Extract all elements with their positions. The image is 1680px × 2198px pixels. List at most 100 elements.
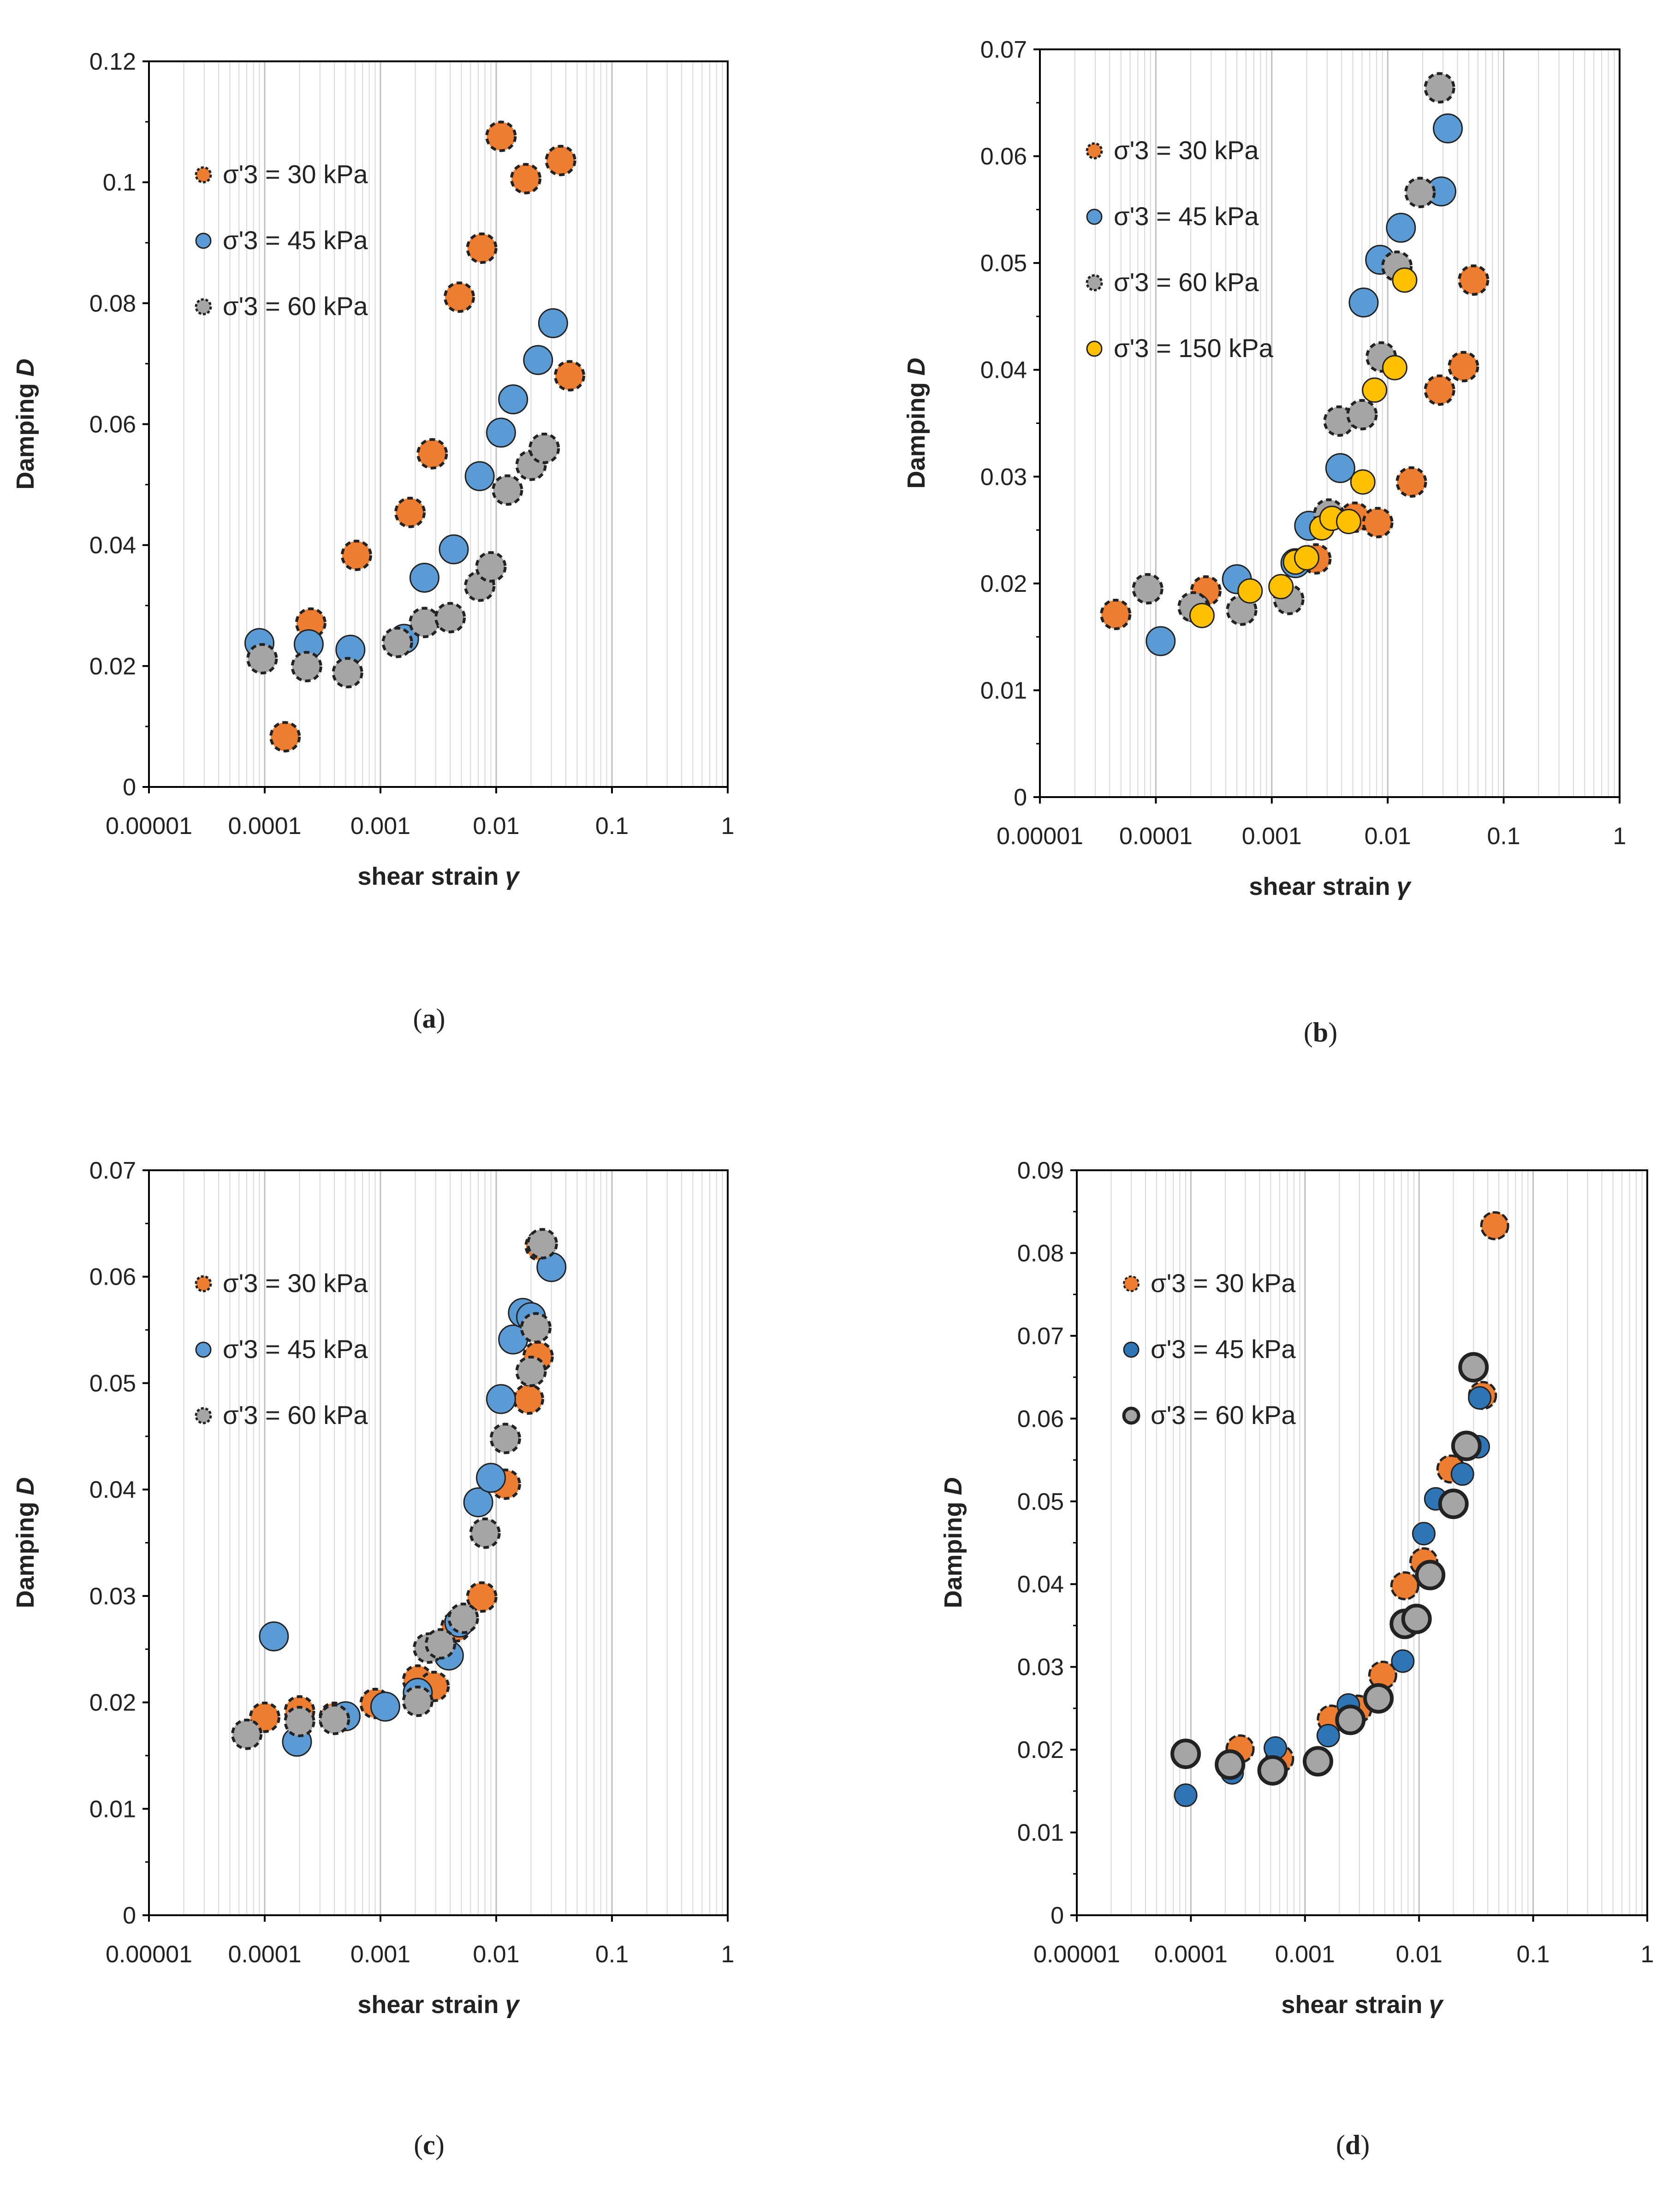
y-axis-label-symbol: D — [939, 1477, 967, 1495]
series-3 — [1170, 1352, 1489, 1786]
legend-label: σ'3 = 45 kPa — [1151, 1334, 1296, 1364]
y-tick-label: 0 — [123, 1902, 136, 1929]
data-point — [1215, 1749, 1246, 1780]
data-point — [1316, 1724, 1340, 1748]
y-tick-label: 0.01 — [89, 1796, 136, 1823]
plot-area — [1077, 1170, 1647, 1915]
data-point — [1362, 377, 1388, 403]
gridlines — [183, 1170, 723, 1915]
y-tick-label: 0.1 — [103, 169, 136, 196]
data-point — [466, 232, 498, 264]
y-axis-label-symbol: D — [902, 357, 930, 375]
y-axis-label-symbol: D — [12, 358, 39, 376]
panel-label-open: ( — [413, 1003, 422, 1034]
x-tick-label: 0.0001 — [228, 1941, 301, 1968]
x-axis-label-text: shear strain — [357, 1991, 499, 2019]
data-point — [1415, 1560, 1446, 1590]
y-tick-label: 0.09 — [1017, 1157, 1064, 1184]
legend-marker — [1122, 1406, 1140, 1425]
y-axis-label-text: Damping — [939, 1501, 967, 1608]
data-point — [1451, 1430, 1482, 1461]
data-point — [466, 1581, 498, 1613]
y-tick-label: 0.05 — [1017, 1489, 1064, 1515]
y-tick-label: 0.05 — [980, 250, 1027, 277]
data-point — [463, 1487, 493, 1518]
y-axis-label-text: Damping — [12, 383, 39, 489]
panel-label-close: ) — [436, 1003, 445, 1034]
data-point — [1363, 1683, 1394, 1714]
legend-marker — [195, 166, 212, 184]
y-tick-label: 0.02 — [980, 571, 1027, 597]
data-point — [1391, 1649, 1415, 1673]
panel-label-close: ) — [1328, 1017, 1337, 1048]
y-axis-label-symbol: D — [12, 1477, 39, 1495]
x-axis-label-symbol: γ — [1429, 1991, 1444, 2019]
x-tick-label: 0.00001 — [106, 813, 192, 840]
y-tick-label: 0.06 — [1017, 1406, 1064, 1432]
x-tick-label: 0.1 — [1487, 823, 1520, 850]
x-tick-label: 1 — [1641, 1941, 1654, 1968]
y-tick-label: 0.02 — [89, 653, 136, 680]
y-tick-label: 0 — [1051, 1902, 1064, 1929]
plot-area — [149, 61, 728, 787]
y-tick-label: 0.03 — [89, 1583, 136, 1610]
y-tick-label: 0.04 — [89, 1477, 136, 1503]
data-point — [464, 461, 495, 491]
y-tick-label: 0.07 — [980, 36, 1027, 63]
data-point — [1458, 264, 1490, 296]
data-point — [332, 657, 363, 689]
x-axis-label: shear strain γ — [1281, 1991, 1444, 2019]
legend-label: σ'3 = 60 kPa — [223, 292, 368, 321]
panel-label: (a) — [413, 1003, 445, 1034]
legend-label: σ'3 = 30 kPa — [1114, 136, 1259, 165]
y-tick-label: 0.03 — [980, 464, 1027, 490]
y-axis-label: Damping D — [902, 357, 930, 488]
data-point — [485, 120, 517, 152]
y-axis-label-text: Damping — [12, 1501, 39, 1608]
data-point — [528, 432, 560, 464]
data-point — [259, 1621, 289, 1652]
y-tick-label: 0.04 — [980, 357, 1027, 384]
data-point — [1480, 1211, 1509, 1240]
x-tick-label: 0.0001 — [1119, 823, 1193, 850]
panel-label-letter: c — [423, 2130, 435, 2160]
x-tick-label: 0.0001 — [228, 813, 301, 840]
y-tick-label: 0.05 — [89, 1370, 136, 1397]
data-point — [520, 1312, 552, 1344]
data-point — [554, 360, 586, 392]
data-point — [1450, 1462, 1474, 1486]
y-tick-label: 0.04 — [1017, 1571, 1064, 1598]
panel-label: (d) — [1336, 2130, 1370, 2160]
data-point — [1237, 578, 1263, 604]
data-point — [498, 384, 528, 415]
data-point — [425, 1628, 457, 1660]
chart-panel-d: 0 0.01 0.02 0.03 0.04 0.05 0.06 0.07 0.08 0.09 0.0… — [939, 1157, 1654, 2160]
data-point — [416, 438, 448, 470]
x-axis-label-text: shear strain — [1281, 1991, 1422, 2019]
data-point — [469, 1517, 501, 1549]
data-point — [1412, 1522, 1436, 1546]
data-point — [1302, 1746, 1333, 1777]
gridlines — [1074, 49, 1615, 797]
x-tick-label: 0.0001 — [1154, 1941, 1228, 1968]
y-tick-label: 0 — [1014, 784, 1027, 811]
data-point — [1433, 113, 1463, 143]
x-tick-label: 0.00001 — [1033, 1941, 1120, 1968]
x-axis-label-text: shear strain — [1249, 873, 1390, 900]
plot-area — [149, 1170, 728, 1915]
data-point — [1132, 573, 1164, 605]
legend-label: σ'3 = 150 kPa — [1114, 334, 1274, 363]
panel-label-open: ( — [1304, 1017, 1313, 1048]
data-point — [1174, 1783, 1198, 1807]
x-axis-label: shear strain γ — [1249, 873, 1412, 900]
series-1 — [269, 120, 586, 753]
data-point — [1404, 177, 1436, 208]
data-point — [1448, 351, 1479, 382]
x-tick-label: 0.01 — [1365, 823, 1411, 850]
panel-label-close: ) — [435, 2130, 445, 2160]
legend-marker — [1086, 340, 1103, 357]
x-tick-label: 0.00001 — [997, 823, 1083, 850]
data-point — [402, 1686, 433, 1717]
legend-marker — [195, 1341, 212, 1358]
